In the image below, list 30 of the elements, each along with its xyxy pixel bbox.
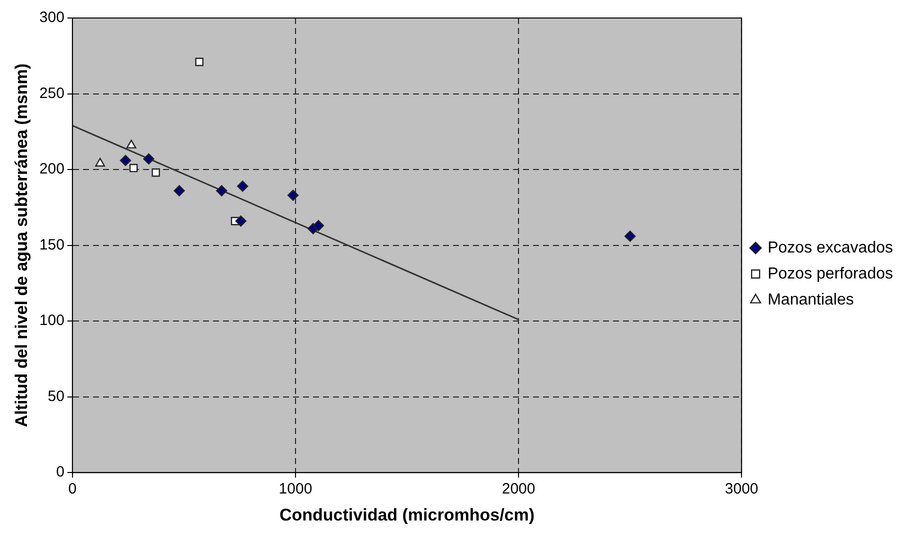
point: [216, 185, 228, 196]
point: [235, 215, 246, 227]
y-tick-label: 50: [48, 388, 64, 405]
x-tick-label: 2000: [502, 480, 536, 498]
point: [237, 180, 248, 192]
y-tick-label: 0: [56, 464, 64, 481]
point: [195, 58, 204, 66]
point: [174, 185, 185, 196]
y-tick-label: 150: [39, 236, 64, 254]
x-tick-label: 0: [68, 480, 77, 498]
point: [312, 220, 324, 232]
legend-label: Manantiales: [768, 291, 854, 308]
point: [126, 140, 136, 148]
y-tick-label: 200: [39, 160, 64, 178]
x-tick-label: 1000: [278, 480, 312, 498]
x-tick-label: 3000: [724, 480, 758, 498]
y-tick-label: 300: [39, 9, 64, 26]
y-axis-title: Altitud del nivel de agua subterránea (msnm): [12, 63, 31, 428]
legend-label: Pozos excavados: [768, 239, 893, 256]
x-axis-title: Conductividad (micromhos/cm): [279, 505, 535, 524]
point: [120, 154, 132, 166]
y-tick-label: 100: [39, 312, 64, 330]
point: [287, 190, 299, 201]
point: [152, 168, 160, 177]
point: [143, 153, 154, 165]
point: [624, 230, 636, 242]
point: [95, 158, 106, 167]
legend-label: Pozos perforados: [768, 265, 893, 282]
y-tick-label: 250: [39, 84, 64, 102]
point: [129, 164, 138, 172]
